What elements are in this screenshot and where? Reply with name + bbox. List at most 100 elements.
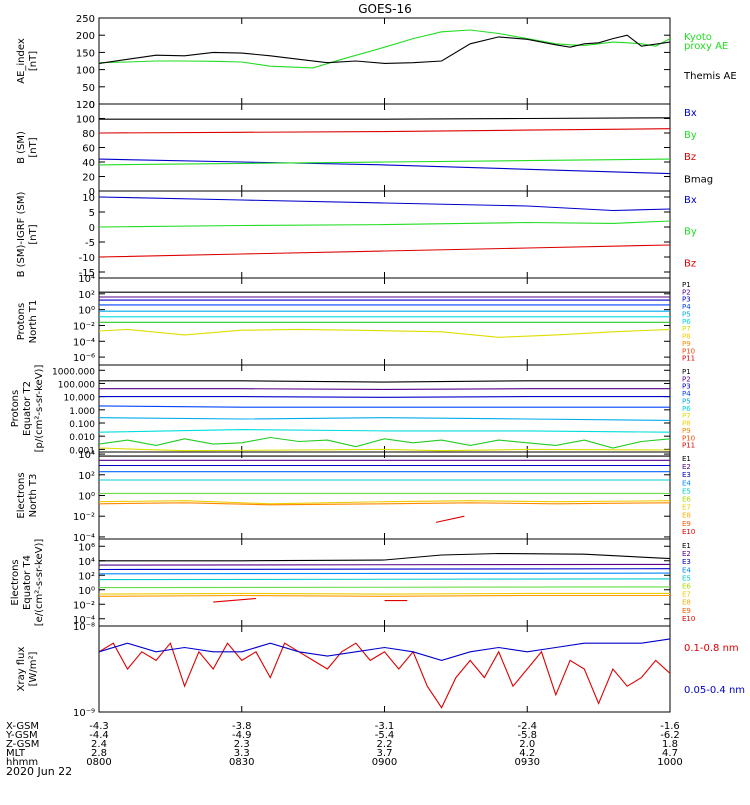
y-tick-label: 10⁻⁹ (73, 708, 95, 719)
x-axis-value: -5.8 (517, 730, 537, 741)
legend-entry: proxy AE (684, 41, 728, 52)
y-tick-label: 10.000 (64, 394, 96, 404)
x-axis-row-label: MLT (6, 748, 26, 759)
y-axis-label: [nT] (28, 224, 39, 244)
y-axis-label: Xray flux (16, 647, 27, 692)
x-axis-row-label: hhmm (6, 757, 38, 768)
series-line (99, 388, 670, 390)
y-tick-label: 0 (89, 187, 95, 198)
legend-entry: P10 (682, 434, 695, 442)
y-tick-label: 0.010 (69, 433, 95, 443)
y-tick-label: 40 (82, 158, 95, 169)
panel-frame (98, 277, 671, 366)
y-tick-label: -15 (79, 268, 95, 279)
x-axis-value: 2.4 (91, 739, 107, 750)
series-line (98, 638, 671, 661)
y-axis-label: [W/m²] (28, 651, 39, 686)
y-tick-label: 10⁻⁴ (73, 337, 95, 348)
x-axis-value: 1000 (657, 757, 682, 768)
series-line (98, 158, 671, 175)
y-axis-label: Protons (10, 390, 21, 427)
y-tick-label: 10² (78, 471, 95, 482)
legend-entry: E4 (682, 479, 691, 487)
legend-entry: Bmag (684, 174, 713, 185)
legend-entry: P9 (682, 340, 691, 348)
x-axis-value: 2.8 (91, 748, 107, 759)
y-tick-label: 50 (82, 83, 95, 94)
series-line (98, 563, 671, 566)
series-line (99, 552, 671, 562)
series-line (98, 429, 671, 433)
legend-entry: E1 (682, 455, 691, 463)
legend-entry: P10 (682, 347, 695, 355)
legend-entry: E8 (682, 512, 691, 520)
y-tick-label: 10⁰ (78, 586, 95, 597)
plot-title: GOES-16 (358, 2, 412, 16)
x-axis-table: X-GSM -4.3 -3.8 -3.1 -2.4 -1.6 Y-GSM -4.4 -4.9 -5… (5, 721, 683, 768)
legend-entry: Kyoto (684, 32, 712, 43)
y-tick-label: 10⁴ (78, 557, 95, 568)
y-tick-label: 0.100 (69, 420, 95, 430)
panel-8: 10⁻⁸ 10⁻⁹ Xray flux [W/m²] 0.1-0.8 nm 0.05-0.… (16, 622, 745, 719)
panel-frame (98, 103, 671, 192)
legend-entry: P11 (682, 442, 695, 450)
legend-entry: E2 (682, 550, 691, 558)
x-axis-value: 2.3 (234, 739, 250, 750)
x-axis-value: -5.4 (375, 730, 395, 741)
series-line (98, 586, 671, 589)
y-tick-label: 0 (89, 223, 95, 234)
legend-entry: P1 (682, 281, 691, 289)
y-tick-label: 10⁻⁴ (73, 533, 95, 544)
series-line (213, 597, 257, 603)
x-axis-value: 3.7 (377, 748, 393, 759)
y-tick-label: 10⁻² (73, 512, 95, 523)
legend-entry: Bx (684, 195, 697, 206)
series-line (98, 578, 671, 581)
y-tick-label: 150 (76, 48, 95, 59)
series-line (98, 29, 671, 69)
y-tick-label: 10⁻⁶ (73, 353, 95, 364)
legend-entry: E8 (682, 599, 691, 607)
series-line (99, 396, 670, 398)
y-tick-label: 10² (78, 290, 95, 301)
y-tick-label: 5 (89, 208, 95, 219)
y-axis-label: [e/(cm²-s-sr-keV)] (34, 539, 45, 627)
legend-entry: E7 (682, 504, 691, 512)
series-line (99, 380, 670, 383)
legend-entry: P2 (682, 288, 691, 296)
y-tick-label: 200 (76, 31, 95, 42)
legend-entry: 0.05-0.4 nm (684, 685, 745, 696)
x-axis-value: 0800 (86, 757, 111, 768)
legend-entry: P11 (682, 355, 695, 363)
legend-entry: E5 (682, 574, 691, 582)
y-axis-label: [p/(cm²-s-sr-keV)] (34, 365, 45, 453)
y-tick-label: 10⁰ (78, 492, 95, 503)
panel-3: -15 -10 -5 0 5 10 B (SM)-IGRF (SM) [nT] Bx By Bz (16, 190, 697, 279)
series-line (98, 328, 671, 338)
legend-entry: P6 (682, 405, 691, 413)
x-axis-row-label: X-GSM (6, 721, 39, 732)
y-axis-label: B (SM) (16, 131, 27, 164)
y-axis-label: Electrons (10, 559, 21, 605)
series-line (98, 196, 671, 212)
series-line (98, 568, 671, 571)
y-axis-label: [nT] (28, 51, 39, 71)
x-axis-value: -1.6 (660, 721, 680, 732)
legend-entry: E5 (682, 487, 691, 495)
series-line (98, 572, 671, 575)
panel-frame (98, 190, 671, 279)
series-line (98, 417, 671, 421)
y-axis-label: AE_index (16, 38, 27, 84)
y-tick-label: 0 (89, 100, 95, 111)
date-label: 2020 Jun 22 (6, 765, 72, 778)
series-line (98, 220, 671, 228)
y-axis-label: [nT] (28, 137, 39, 157)
y-tick-label: 10⁴ (78, 450, 95, 461)
y-tick-label: -5 (85, 238, 95, 249)
y-tick-label: 80 (82, 129, 95, 140)
legend-entry: By (684, 130, 697, 141)
